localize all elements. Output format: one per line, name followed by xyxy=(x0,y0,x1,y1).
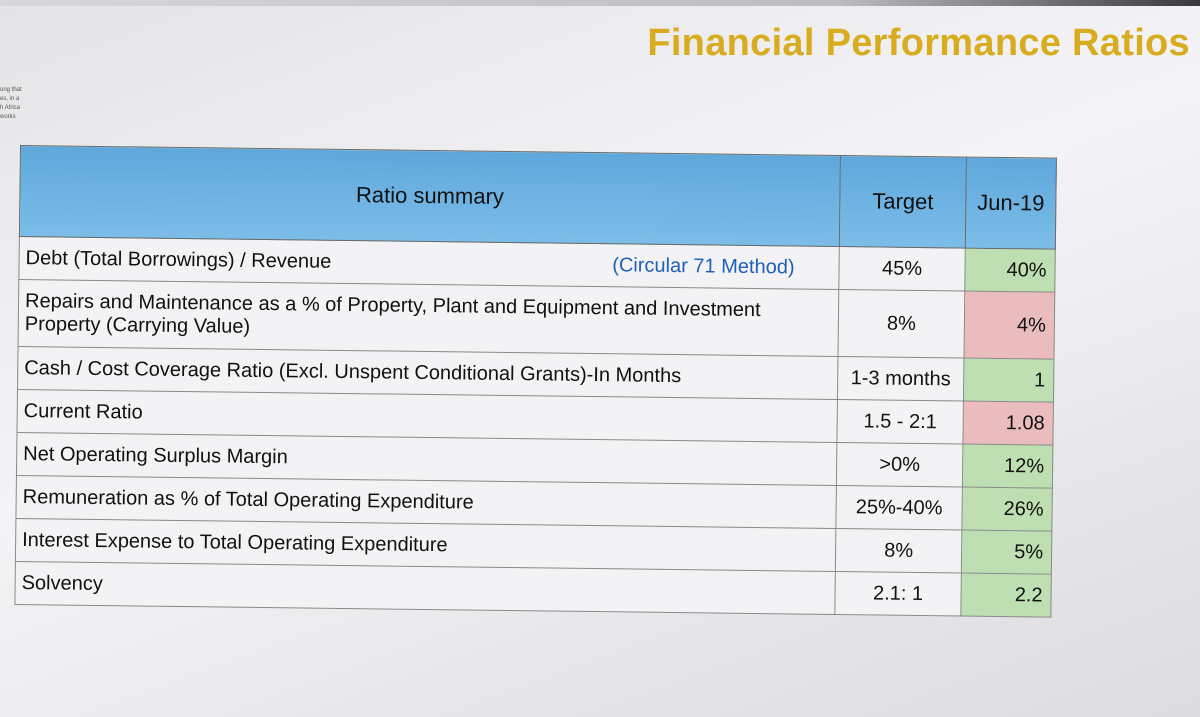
side-note-line: es, in a xyxy=(0,96,20,102)
header-jun-19: Jun-19 xyxy=(965,157,1057,250)
value-cell: 40% xyxy=(964,248,1056,293)
target-cell: 25%-40% xyxy=(835,485,963,531)
ratio-label: Solvency xyxy=(14,561,836,615)
target-cell: 45% xyxy=(838,246,966,292)
side-note-line: works xyxy=(0,114,16,120)
side-note-line: ung that xyxy=(0,87,22,93)
slide-title: Financial Performance Ratios xyxy=(647,22,1190,64)
value-cell: 1.08 xyxy=(962,401,1054,446)
target-cell: 8% xyxy=(837,289,965,359)
ratio-summary-table: Ratio summary Target Jun-19 Debt (Total … xyxy=(14,145,1057,618)
header-ratio-summary: Ratio summary xyxy=(19,145,841,247)
target-cell: 1.5 - 2:1 xyxy=(836,399,964,445)
ratio-label: Debt (Total Borrowings) / Revenue xyxy=(25,246,332,273)
header-target: Target xyxy=(839,155,967,249)
ratio-table-container: Ratio summary Target Jun-19 Debt (Total … xyxy=(14,145,1057,618)
value-cell: 2.2 xyxy=(960,573,1052,618)
value-cell: 26% xyxy=(961,487,1053,532)
value-cell: 4% xyxy=(963,291,1055,360)
method-note: (Circular 71 Method) xyxy=(612,253,795,278)
value-cell: 1 xyxy=(963,358,1054,403)
side-note-line: h Africa xyxy=(0,105,21,111)
table-row: Repairs and Maintenance as a % of Proper… xyxy=(18,279,1055,360)
value-cell: 12% xyxy=(962,444,1053,489)
ratio-label: Repairs and Maintenance as a % of Proper… xyxy=(18,279,839,357)
target-cell: 1-3 months xyxy=(837,356,964,402)
target-cell: >0% xyxy=(836,442,963,488)
target-cell: 8% xyxy=(835,528,962,574)
screen-top-edge xyxy=(0,0,1200,6)
target-cell: 2.1: 1 xyxy=(834,571,962,617)
table-header-row: Ratio summary Target Jun-19 xyxy=(19,145,1057,250)
value-cell: 5% xyxy=(961,530,1052,575)
side-note-text: ung that es, in a h Africa works xyxy=(0,86,44,122)
